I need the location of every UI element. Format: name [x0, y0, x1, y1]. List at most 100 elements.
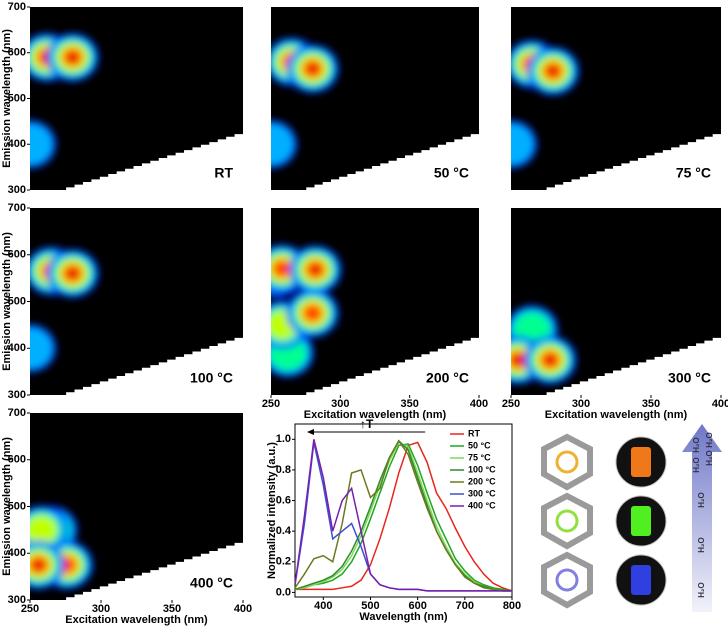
x-tick-label: 500: [361, 600, 379, 612]
heat-contour: [307, 63, 318, 74]
series-line: [294, 439, 512, 592]
x-tick-label: 700: [456, 600, 474, 612]
x-tick-label: 800: [503, 600, 521, 612]
structure: [541, 433, 593, 609]
y-tick-label: 600: [8, 454, 26, 466]
x-tick-label: 250: [262, 398, 280, 410]
panel-label: 300 °C: [668, 370, 711, 386]
x-tick-label: 400: [712, 398, 728, 410]
y-tick-label: 0.2: [276, 556, 291, 568]
panel-label: RT: [214, 165, 233, 181]
heat-layer: [271, 37, 479, 190]
hotspot: [524, 335, 577, 384]
hotspot: [46, 249, 99, 298]
x-axis-label: Excitation wavelength (nm): [65, 614, 208, 626]
x-axis-label: Excitation wavelength (nm): [545, 409, 688, 421]
legend-label: 400 °C: [468, 500, 496, 510]
y-tick-label: 300: [8, 594, 26, 606]
x-axis-label: Wavelength (nm): [359, 611, 448, 623]
heat-layer: [30, 247, 243, 395]
y-tick-label: 300: [8, 184, 26, 196]
heat-contour: [547, 66, 559, 76]
annotation-arrowhead: [307, 429, 314, 435]
arrow: [682, 424, 722, 612]
cutoff-region: [538, 131, 721, 190]
cutoff-region: [57, 335, 243, 395]
cutoff-region: [298, 335, 479, 395]
x-tick-label: 400: [314, 600, 332, 612]
hotspot: [30, 540, 65, 589]
series-line: [295, 441, 513, 592]
vial: [631, 565, 651, 595]
heat-contour: [545, 355, 556, 365]
y-tick-label: 1.0: [276, 433, 291, 445]
legend-label: RT: [468, 428, 480, 438]
y-tick-label: 400: [8, 138, 26, 150]
vial: [631, 447, 651, 477]
heat-contour: [30, 123, 53, 166]
heat-blur: [271, 244, 342, 377]
y-axis-label: Emission wavelength (nm): [1, 232, 13, 371]
structure-core: [555, 450, 579, 474]
heat-blur: [511, 305, 577, 384]
y-axis-label: Emission wavelength (nm): [1, 29, 13, 168]
y-tick-label: 0.4: [276, 525, 292, 537]
water-label: H₂O: [705, 432, 714, 448]
water-label: H₂O: [692, 437, 701, 453]
x-tick-label: 300: [572, 398, 590, 410]
cutoff-region: [538, 335, 721, 395]
heat-contour: [271, 123, 294, 166]
y-tick-label: 500: [8, 500, 26, 512]
heat-contour: [30, 515, 57, 545]
heat-layer: [511, 305, 721, 395]
panel-label: 100 °C: [190, 370, 233, 386]
x-tick-label: 400: [234, 603, 252, 615]
heat-contour: [33, 560, 44, 570]
water-label: H₂O: [697, 492, 706, 508]
panel-label: 50 °C: [434, 165, 469, 181]
water-label: H₂O: [697, 537, 706, 553]
legend-label: 200 °C: [468, 476, 496, 486]
legend-label: 100 °C: [468, 464, 496, 474]
x-tick-label: 300: [331, 398, 349, 410]
x-tick-label: 350: [642, 398, 660, 410]
y-tick-label: 500: [8, 92, 26, 104]
legend-label: 50 °C: [468, 440, 491, 450]
panel-label: 75 °C: [676, 165, 711, 181]
panel-label: 400 °C: [190, 575, 233, 591]
heat-contour: [512, 355, 524, 365]
y-tick-label: 0.8: [276, 464, 291, 476]
heat-layer: [30, 33, 243, 190]
water-label: H₂O: [697, 582, 706, 598]
heat-blur: [30, 33, 99, 169]
x-tick-label: 600: [408, 600, 426, 612]
hotspot: [527, 47, 579, 96]
hotspot: [286, 44, 339, 93]
heat-blur: [271, 37, 339, 169]
x-tick-label: 350: [400, 398, 418, 410]
y-axis-label: Normalized intensity (a.u.): [266, 442, 278, 579]
heat-contour: [303, 305, 322, 322]
hotspot: [30, 324, 56, 373]
x-tick-label: 250: [21, 603, 39, 615]
heat-blur: [30, 505, 93, 589]
heat-contour: [30, 327, 53, 370]
heat-blur: [511, 40, 579, 169]
x-tick-label: 400: [470, 398, 488, 410]
hotspot: [46, 33, 99, 82]
y-tick-label: 700: [8, 407, 26, 419]
structure-core: [555, 568, 579, 592]
heat-layer: [511, 40, 721, 190]
x-tick-label: 300: [92, 603, 110, 615]
hotspot: [286, 289, 339, 338]
cutoff-region: [57, 540, 243, 600]
cutoff-region: [298, 131, 479, 190]
vial: [631, 506, 651, 536]
hotspot: [30, 120, 56, 169]
heat-blur: [30, 247, 99, 373]
heat-contour: [273, 260, 291, 277]
heat-contour: [67, 52, 78, 63]
plot-frame: [294, 423, 513, 598]
x-axis-label: Excitation wavelength (nm): [304, 409, 447, 421]
